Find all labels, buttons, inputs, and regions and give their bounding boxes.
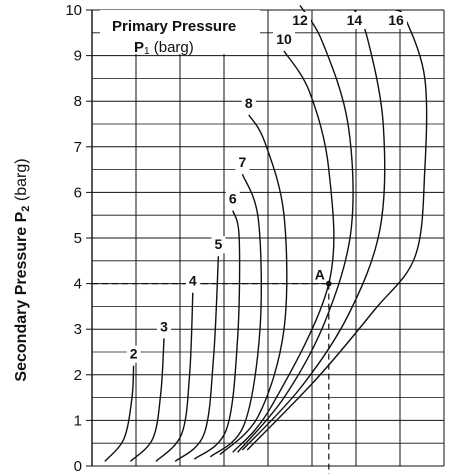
- point-a-marker: A: [315, 267, 332, 287]
- y-axis-title-sub: 2: [20, 206, 32, 212]
- curve-label-7: 7: [239, 154, 247, 170]
- curve-label-5: 5: [215, 236, 223, 252]
- y-tick-label: 6: [74, 184, 82, 201]
- curve-label-background: [289, 12, 311, 29]
- reference-lines: [92, 283, 330, 474]
- y-tick-label: 2: [74, 367, 82, 384]
- curve-label-6: 6: [229, 191, 237, 207]
- curve-label-14: 14: [347, 12, 363, 28]
- point-a-dot: [326, 280, 332, 287]
- y-tick-label: 4: [74, 276, 82, 293]
- curve-label-background: [241, 94, 256, 112]
- curve-p1-10: [232, 50, 335, 453]
- curve-label-background: [225, 190, 240, 208]
- curve-label-background: [211, 236, 226, 254]
- y-tick-label: 5: [74, 230, 82, 247]
- curve-p1-16: [246, 9, 428, 451]
- curve-label-2: 2: [130, 346, 138, 362]
- curve-label-background: [385, 12, 407, 29]
- legend-title-line2: P1 (barg): [134, 39, 194, 57]
- curve-label-background: [126, 345, 141, 363]
- curve-label-background: [343, 12, 366, 29]
- curve-label-background: [235, 154, 250, 172]
- y-tick-label: 1: [74, 412, 82, 429]
- curve-label-3: 3: [160, 318, 168, 334]
- legend-title: Primary Pressure P1 (barg): [100, 10, 260, 57]
- legend-unit: (barg): [150, 39, 194, 56]
- y-tick-label: 10: [65, 2, 82, 19]
- y-tick-label: 8: [74, 93, 82, 110]
- legend-title-background: [100, 10, 260, 54]
- curve-p1-5: [174, 256, 220, 462]
- curve-p1-7: [209, 173, 263, 458]
- y-tick-label: 7: [74, 139, 82, 156]
- y-tick-label: 3: [74, 321, 82, 338]
- y-tick-label: 0: [74, 458, 82, 475]
- curves: [104, 5, 428, 462]
- curve-label-10: 10: [276, 31, 292, 47]
- legend-title-line1: Primary Pressure: [112, 18, 236, 35]
- curve-label-background: [273, 31, 295, 49]
- curve-label-background: [185, 272, 200, 290]
- curve-p1-3: [129, 338, 165, 462]
- legend-symbol: P: [134, 39, 144, 56]
- y-tick-label: 9: [74, 48, 82, 65]
- y-axis-title-unit: (barg): [13, 158, 30, 205]
- y-axis-title-main: Secondary Pressure P: [13, 211, 30, 381]
- y-axis-title: Secondary Pressure P2 (barg): [13, 158, 32, 381]
- curve-p1-12: [237, 5, 354, 453]
- y-tick-labels: 0 1 2 3 4 5 6 7 8 9 10: [65, 2, 92, 475]
- curve-label-background: [157, 318, 171, 336]
- legend-subscript: 1: [144, 46, 150, 57]
- curve-p1-14: [241, 9, 386, 451]
- curve-label-12: 12: [292, 12, 308, 28]
- point-a-label: A: [315, 267, 325, 283]
- grid: [91, 9, 445, 467]
- curve-p1-8: [219, 114, 288, 456]
- curve-p1-4: [155, 292, 194, 462]
- curve-label-16: 16: [388, 12, 404, 28]
- curve-p1-6: [193, 210, 241, 460]
- y-axis-title-text: Secondary Pressure P2 (barg): [13, 158, 32, 381]
- curve-label-8: 8: [245, 95, 253, 111]
- curve-p1-2: [104, 365, 135, 462]
- curve-label-4: 4: [189, 273, 197, 289]
